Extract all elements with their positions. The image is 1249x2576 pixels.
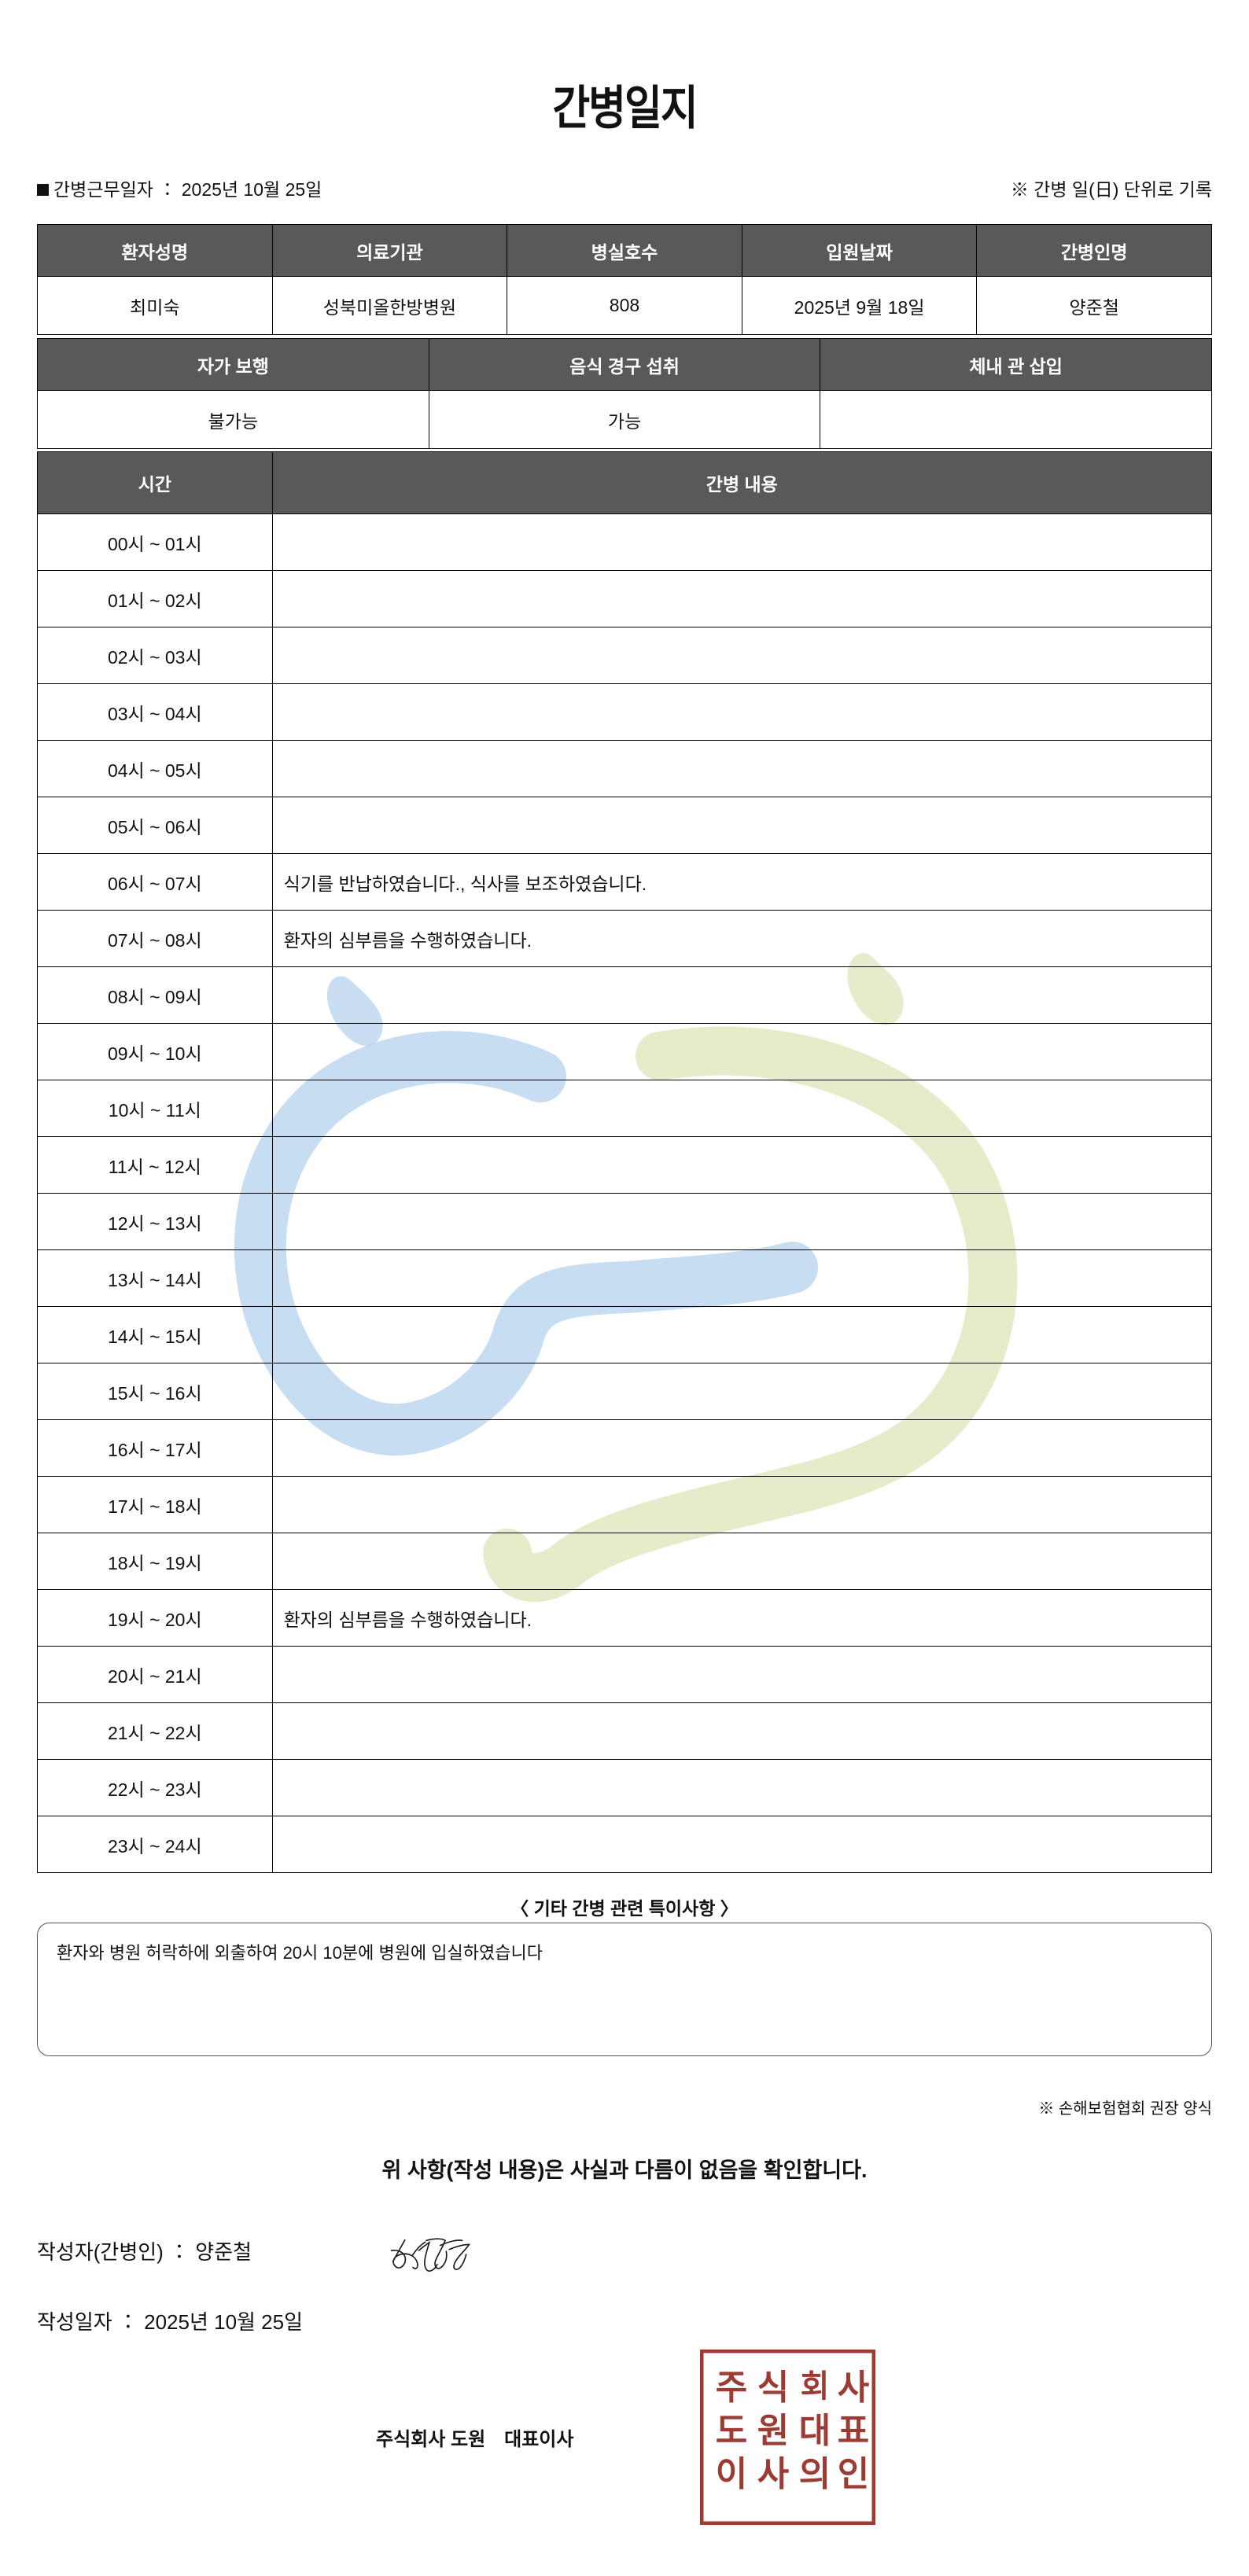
svg-text:의: 의 — [799, 2455, 831, 2493]
svg-text:주: 주 — [716, 2368, 747, 2407]
svg-text:회: 회 — [801, 2369, 830, 2404]
svg-text:이: 이 — [716, 2455, 747, 2493]
svg-text:사: 사 — [757, 2455, 789, 2493]
svg-text:사: 사 — [838, 2368, 869, 2407]
svg-text:식: 식 — [757, 2368, 789, 2407]
svg-text:표: 표 — [838, 2412, 869, 2450]
svg-text:도: 도 — [716, 2412, 747, 2450]
svg-text:인: 인 — [838, 2455, 869, 2493]
svg-text:대: 대 — [799, 2412, 831, 2450]
svg-text:원: 원 — [757, 2412, 789, 2450]
